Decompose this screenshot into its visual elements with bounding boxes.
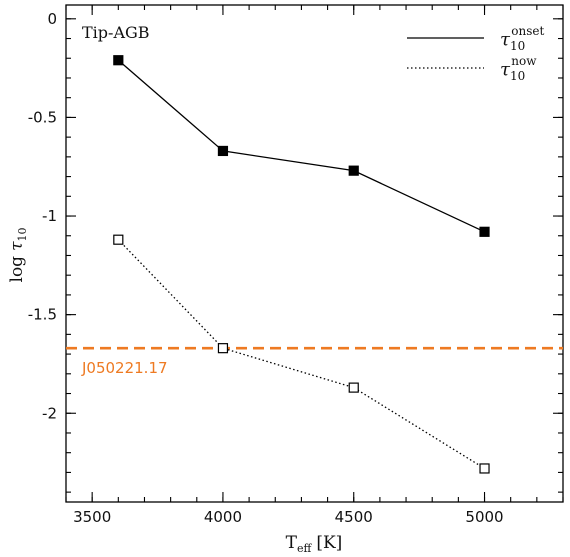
y-tick-label: -2 [42, 404, 57, 422]
x-tick-label: 4500 [335, 508, 373, 526]
legend: τ10onset τ10now [407, 24, 544, 83]
series-line-onset [117, 59, 485, 233]
major-ticks [66, 5, 563, 502]
data-point-onset [113, 55, 124, 66]
reference-line-label: J050221.17 [81, 359, 168, 377]
series-line-now [117, 239, 485, 470]
y-axis-title-sub: 10 [16, 228, 29, 242]
y-tick-label: -1.5 [28, 306, 57, 324]
data-point-onset [479, 226, 490, 237]
legend-now-sup: now [511, 54, 537, 68]
legend-now-sub: 10 [510, 69, 525, 83]
legend-label-now: τ10now [500, 54, 537, 83]
legend-onset-symbol: τ [500, 29, 511, 50]
x-axis-title: Teff [K] [286, 533, 343, 555]
legend-onset-sub: 10 [510, 39, 525, 53]
x-tick-label: 4000 [204, 508, 242, 526]
legend-now-symbol: τ [500, 59, 511, 80]
data-point-now [479, 463, 490, 474]
series-group [113, 55, 490, 474]
x-axis-title-sub: eff [297, 542, 313, 555]
y-tick-labels: 0 -0.5 -1 -1.5 -2 [28, 10, 57, 422]
data-point-onset [348, 165, 359, 176]
data-point-now [113, 234, 124, 245]
data-point-now [348, 382, 359, 393]
y-tick-label: 0 [47, 10, 57, 28]
data-point-now [217, 343, 229, 354]
legend-onset-sup: onset [511, 24, 544, 38]
x-axis-title-main: T [286, 533, 298, 553]
y-tick-label: -1 [42, 207, 57, 225]
legend-label-onset: τ10onset [500, 24, 544, 53]
annotation-tip-agb: Tip-AGB [82, 23, 150, 42]
y-axis-title-symbol: τ [7, 241, 27, 251]
x-tick-label: 3500 [73, 508, 111, 526]
y-tick-label: -0.5 [28, 108, 57, 126]
data-point-onset [217, 145, 229, 157]
y-axis-title: log τ10 [7, 228, 29, 283]
y-axis-title-prefix: log [7, 256, 27, 283]
x-tick-label: 5000 [465, 508, 503, 526]
plot-frame [65, 4, 564, 503]
x-axis-title-unit: [K] [316, 533, 342, 553]
x-tick-labels: 3500 4000 4500 5000 [73, 508, 504, 526]
